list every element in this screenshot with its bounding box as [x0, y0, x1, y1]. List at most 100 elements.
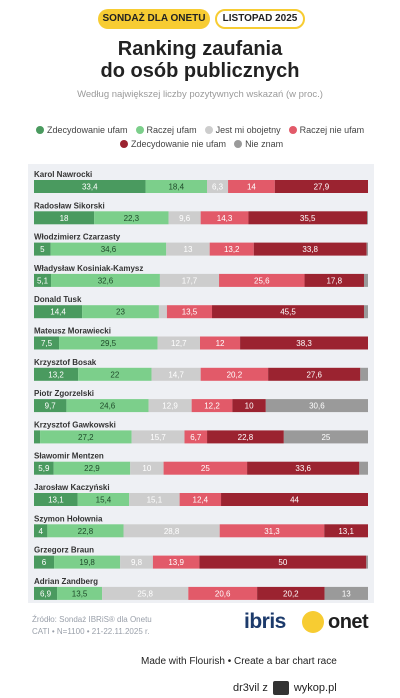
legend-row-1: Zdecydowanie ufam Raczej ufam Jest mi ob…: [36, 123, 376, 137]
category-label: Krzysztof Gawkowski: [34, 420, 116, 429]
legend-item: Nie znam: [234, 137, 283, 151]
category-label: Adrian Zandberg: [34, 577, 98, 586]
bar-value-label: 20,2: [283, 589, 299, 598]
bar-value-label: 15,1: [147, 496, 163, 505]
bar-value-label: 34,6: [101, 245, 117, 254]
category-label: Piotr Zgorzelski: [34, 389, 94, 398]
bar-value-label: 15,4: [96, 496, 112, 505]
legend-swatch-5: [234, 140, 243, 148]
bar-value-label: 17,7: [182, 276, 198, 285]
legend-label: Nie znam: [245, 139, 284, 149]
bar-value-label: 7,5: [41, 339, 53, 348]
bar-segment: [53, 461, 131, 475]
bar-segment: [152, 555, 200, 569]
bar-segment: [219, 273, 305, 287]
bar-segment: [221, 493, 368, 506]
bar-segment: [360, 367, 368, 381]
bar-segment: [367, 211, 368, 225]
legend-label: Jest mi obojetny: [215, 125, 281, 135]
bar-segment: [232, 399, 266, 413]
bar-segment: [240, 336, 368, 350]
bar-value-label: 24,6: [100, 402, 116, 411]
bar-value-label: 13: [184, 245, 193, 254]
bar-value-label: 22,8: [78, 527, 94, 536]
bar-segment: [283, 430, 368, 444]
bar-segment: [209, 242, 254, 256]
bar-value-label: 4: [38, 527, 43, 536]
ibris-logo: ibris: [244, 610, 286, 633]
bar-value-label: 14: [247, 183, 256, 192]
legend-row-2: Zdecydowanie nie ufam Nie znam: [36, 137, 376, 151]
bar-segment: [247, 461, 360, 475]
bar-segment: [148, 399, 192, 413]
bar-segment: [78, 367, 152, 381]
bar-segment: [163, 461, 248, 475]
legend-label: Zdecydowanie ufam: [47, 125, 128, 135]
bar-segment: [166, 242, 210, 256]
bar-value-label: 27,6: [306, 370, 322, 379]
legend-swatch-4: [120, 140, 128, 148]
bar-value-label: 25,8: [137, 589, 153, 598]
bar-value-label: 35,5: [300, 214, 316, 223]
bar-value-label: 25,6: [254, 276, 270, 285]
bar-segment: [207, 430, 284, 444]
chart-subtitle: Według największej liczby pozytywnych ws…: [77, 89, 323, 100]
bar-value-label: 14,7: [168, 370, 184, 379]
bar-segment: [324, 524, 368, 538]
bar-value-label: 14,4: [50, 308, 66, 317]
bar-segment: [366, 242, 368, 256]
bar-segment: [257, 586, 325, 600]
bar-value-label: 19,8: [79, 558, 95, 567]
bar-value-label: 5,1: [37, 276, 49, 285]
bar-segment: [363, 273, 368, 287]
bar-value-label: 12,2: [204, 402, 220, 411]
bar-segment: [34, 555, 55, 569]
bar-segment: [168, 211, 201, 225]
bar-segment: [304, 273, 364, 287]
header-badges: SONDAŻ DLA ONETU LISTOPAD 2025: [0, 9, 400, 31]
bar-value-label: 23: [116, 308, 125, 317]
category-label: Radosław Sikorski: [34, 201, 105, 210]
legend-item: Zdecydowanie ufam: [36, 123, 128, 137]
bar-value-label: 30,6: [309, 402, 325, 411]
bar-value-label: 9,8: [131, 558, 143, 567]
bar-value-label: 15,7: [150, 433, 166, 442]
bar-segment: [34, 273, 52, 287]
legend-item: Raczej ufam: [135, 123, 197, 137]
category-label: Krzysztof Bosak: [34, 358, 97, 367]
bar-value-label: 12: [216, 339, 225, 348]
bar-segment: [34, 180, 146, 193]
bar-segment: [102, 586, 189, 600]
bar-value-label: 12,7: [171, 339, 187, 348]
bar-segment: [199, 555, 367, 569]
bar-value-label: 22,3: [124, 214, 140, 223]
bar-segment: [94, 211, 169, 225]
bar-value-label: 20,6: [215, 589, 231, 598]
bar-segment: [129, 493, 180, 506]
bar-segment: [324, 586, 368, 600]
bar-value-label: 13,1: [48, 496, 64, 505]
bar-value-label: 28,8: [164, 527, 180, 536]
legend-swatch-3: [288, 126, 297, 134]
bar-segment: [253, 242, 367, 256]
bar-segment: [54, 555, 121, 569]
bar-segment: [34, 430, 41, 444]
bar-segment: [34, 242, 51, 256]
bar-value-label: 13,1: [338, 527, 354, 536]
bar-value-label: 14,3: [217, 214, 233, 223]
watermark-site: wykop.pl: [293, 682, 337, 694]
bar-segment: [57, 586, 103, 600]
survey-badge: SONDAŻ DLA ONETU: [98, 9, 210, 29]
onet-logo: onet: [328, 611, 369, 633]
legend-label: Raczej nie ufam: [299, 125, 365, 135]
legend-swatch-1: [135, 126, 144, 134]
flourish-credit-link[interactable]: Made with Flourish • Create a bar chart …: [141, 656, 337, 667]
bar-segment: [145, 180, 208, 193]
category-label: Władysław Kosiniak-Kamysz: [34, 264, 143, 273]
chart-legend: Zdecydowanie ufam Raczej ufam Jest mi ob…: [36, 123, 376, 151]
bar-value-label: 13,5: [182, 308, 198, 317]
category-label: Włodzimierz Czarzasty: [34, 233, 121, 242]
bar-segment: [130, 461, 164, 475]
category-label: Jarosław Kaczyński: [34, 483, 110, 492]
legend-label: Raczej ufam: [146, 125, 197, 135]
